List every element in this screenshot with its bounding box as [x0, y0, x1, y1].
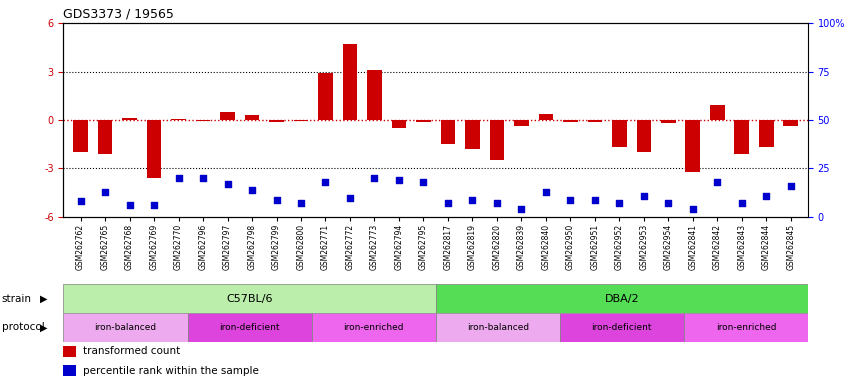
Text: iron-deficient: iron-deficient: [219, 323, 280, 332]
Point: [172, 175, 185, 181]
Text: iron-balanced: iron-balanced: [467, 323, 529, 332]
Text: iron-deficient: iron-deficient: [591, 323, 652, 332]
Text: iron-balanced: iron-balanced: [95, 323, 157, 332]
Point: [196, 175, 210, 181]
Text: ▶: ▶: [41, 293, 47, 304]
Bar: [684, 313, 808, 342]
Bar: [74, 120, 88, 152]
Bar: [514, 120, 529, 126]
Text: strain: strain: [2, 293, 31, 304]
Bar: [343, 44, 357, 120]
Point: [245, 187, 259, 193]
Bar: [122, 118, 137, 120]
Bar: [441, 120, 455, 144]
Bar: [436, 284, 808, 313]
Bar: [710, 106, 725, 120]
Bar: [63, 313, 188, 342]
Bar: [63, 346, 76, 357]
Bar: [63, 365, 76, 376]
Point: [711, 179, 724, 185]
Point: [393, 177, 406, 183]
Bar: [392, 120, 406, 128]
Bar: [563, 120, 578, 122]
Point: [539, 189, 552, 195]
Point: [686, 206, 700, 212]
Text: iron-enriched: iron-enriched: [716, 323, 776, 332]
Text: transformed count: transformed count: [83, 346, 180, 356]
Text: GDS3373 / 19565: GDS3373 / 19565: [63, 7, 174, 20]
Point: [221, 181, 234, 187]
Bar: [98, 120, 113, 154]
Bar: [294, 120, 308, 121]
Text: ▶: ▶: [41, 322, 47, 333]
Text: C57BL/6: C57BL/6: [227, 293, 272, 304]
Bar: [636, 120, 651, 152]
Point: [490, 200, 503, 207]
Point: [98, 189, 112, 195]
Point: [368, 175, 382, 181]
Bar: [734, 120, 750, 154]
Point: [613, 200, 626, 207]
Text: protocol: protocol: [2, 322, 45, 333]
Bar: [612, 120, 627, 147]
Bar: [783, 120, 798, 126]
Point: [465, 197, 479, 203]
Bar: [465, 120, 480, 149]
Bar: [311, 313, 436, 342]
Point: [514, 206, 528, 212]
Bar: [759, 120, 773, 147]
Bar: [587, 120, 602, 122]
Bar: [661, 120, 676, 123]
Bar: [146, 120, 162, 178]
Point: [760, 192, 773, 199]
Bar: [367, 70, 382, 120]
Point: [637, 192, 651, 199]
Point: [563, 197, 577, 203]
Bar: [539, 114, 553, 120]
Point: [735, 200, 749, 207]
Bar: [188, 313, 311, 342]
Point: [147, 202, 161, 209]
Bar: [436, 313, 560, 342]
Bar: [195, 120, 211, 121]
Point: [74, 199, 87, 205]
Bar: [490, 120, 504, 161]
Text: DBA/2: DBA/2: [605, 293, 639, 304]
Text: iron-enriched: iron-enriched: [343, 323, 404, 332]
Point: [417, 179, 431, 185]
Point: [588, 197, 602, 203]
Bar: [416, 120, 431, 122]
Bar: [685, 120, 700, 172]
Point: [343, 195, 357, 201]
Bar: [560, 313, 684, 342]
Point: [784, 183, 798, 189]
Point: [441, 200, 454, 207]
Bar: [220, 112, 235, 120]
Point: [319, 179, 332, 185]
Bar: [269, 120, 284, 122]
Point: [123, 202, 136, 209]
Bar: [244, 115, 260, 120]
Bar: [318, 73, 332, 120]
Point: [270, 197, 283, 203]
Bar: [171, 119, 186, 120]
Bar: [63, 284, 436, 313]
Text: percentile rank within the sample: percentile rank within the sample: [83, 366, 259, 376]
Point: [662, 200, 675, 207]
Point: [294, 200, 308, 207]
